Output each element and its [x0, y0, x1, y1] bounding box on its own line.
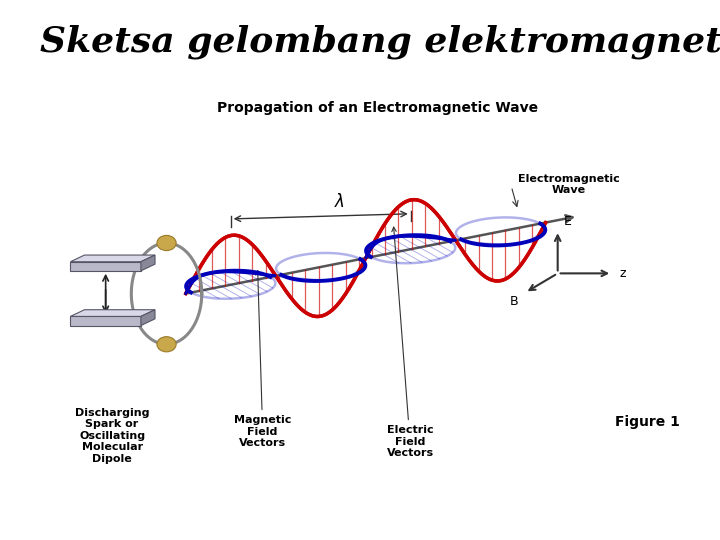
Text: Propagation of an Electromagnetic Wave: Propagation of an Electromagnetic Wave	[217, 102, 539, 115]
Circle shape	[157, 235, 176, 251]
Text: Figure 1: Figure 1	[615, 415, 680, 429]
Polygon shape	[141, 255, 155, 271]
Polygon shape	[71, 262, 141, 271]
Polygon shape	[71, 310, 155, 316]
Text: Discharging
Spark or
Oscillating
Molecular
Dipole: Discharging Spark or Oscillating Molecul…	[75, 408, 149, 464]
Text: λ: λ	[335, 193, 345, 211]
Text: B: B	[510, 295, 518, 308]
Text: Magnetic
Field
Vectors: Magnetic Field Vectors	[234, 271, 292, 448]
Text: Sketsa gelombang elektromagnetik: Sketsa gelombang elektromagnetik	[40, 24, 720, 59]
Text: E: E	[564, 215, 572, 228]
Circle shape	[157, 336, 176, 352]
Text: Electric
Field
Vectors: Electric Field Vectors	[387, 227, 433, 458]
Polygon shape	[141, 310, 155, 326]
Polygon shape	[71, 316, 141, 326]
Text: z: z	[620, 267, 626, 280]
Polygon shape	[71, 255, 155, 262]
Text: Electromagnetic
Wave: Electromagnetic Wave	[518, 174, 619, 195]
